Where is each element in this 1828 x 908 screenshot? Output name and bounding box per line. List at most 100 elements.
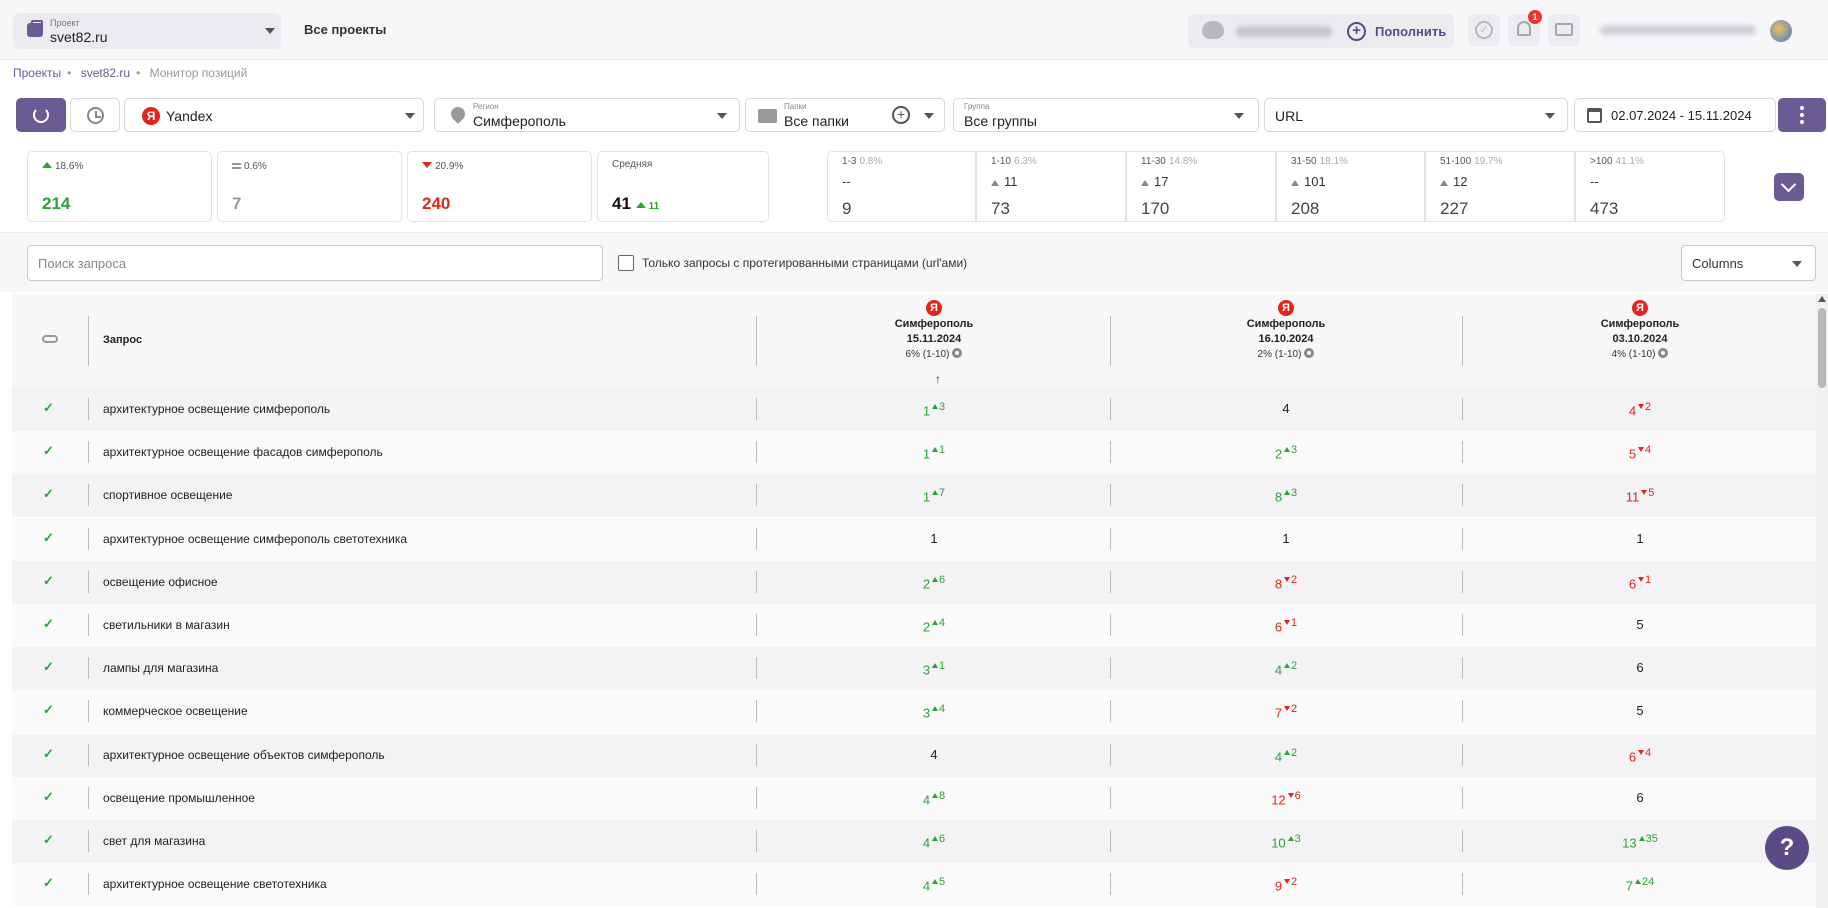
table-row[interactable]: ✓ освещение офисное 2 6 8 2 6 1	[12, 560, 1816, 604]
query-text[interactable]: спортивное освещение	[103, 488, 233, 503]
range-card-100plus[interactable]: >100 41.1% -- 473	[1575, 151, 1725, 222]
user-email-blurred[interactable]	[1600, 25, 1756, 35]
stat-card-down[interactable]: 20.9% 240	[407, 151, 592, 222]
table-row[interactable]: ✓ архитектурное освещение объектов симфер…	[12, 733, 1816, 777]
scroll-up-icon[interactable]	[1818, 296, 1826, 302]
all-projects-link[interactable]: Все проекты	[304, 22, 387, 37]
plus-circle-icon[interactable]: +	[1347, 22, 1366, 41]
scrollbar-thumb[interactable]	[1818, 308, 1826, 388]
folders-select[interactable]: Папки Все папки +	[745, 98, 945, 132]
query-text[interactable]: архитектурное освещение светотехника	[103, 877, 327, 892]
stat-card-same[interactable]: 0.6% 7	[217, 151, 402, 222]
sort-arrow-icon[interactable]: ↑	[935, 372, 941, 386]
position-cell[interactable]: 11 5	[1540, 487, 1740, 504]
query-text[interactable]: архитектурное освещение фасадов симфероп…	[103, 445, 383, 460]
messages-button[interactable]	[1548, 14, 1580, 46]
position-cell[interactable]: 4	[834, 747, 1034, 762]
help-button[interactable]: ?	[1765, 826, 1809, 870]
project-selector[interactable]: Проект svet82.ru	[13, 13, 281, 49]
table-row[interactable]: ✓ освещение промышленное 4 8 12 6 6	[12, 776, 1816, 820]
refresh-button[interactable]	[16, 98, 66, 132]
notifications-button[interactable]: 1	[1508, 10, 1542, 46]
query-search-input[interactable]	[27, 245, 603, 281]
table-row[interactable]: ✓ свет для магазина 4 6 10 3 13 35	[12, 820, 1816, 863]
position-cell[interactable]: 12 6	[1186, 790, 1386, 807]
breadcrumb-project[interactable]: svet82.ru	[80, 66, 131, 80]
query-text[interactable]: лампы для магазина	[103, 661, 219, 676]
position-cell[interactable]: 5	[1540, 617, 1740, 632]
collapse-stats-button[interactable]	[1774, 173, 1804, 201]
table-row[interactable]: ✓ спортивное освещение 1 7 8 3 11 5	[12, 474, 1816, 518]
position-cell[interactable]: 1	[834, 531, 1034, 546]
query-text[interactable]: коммерческое освещение	[103, 704, 248, 719]
table-row[interactable]: ✓ лампы для магазина 3 1 4 2 6	[12, 647, 1816, 691]
range-card-51-100[interactable]: 51-100 19.7% 12 227	[1425, 151, 1575, 222]
topup-button[interactable]: Пополнить	[1375, 24, 1447, 39]
tasks-button[interactable]: ✓	[1468, 14, 1500, 46]
scrollbar[interactable]	[1816, 294, 1828, 908]
position-cell[interactable]: 5	[1540, 703, 1740, 718]
position-cell[interactable]: 4	[1186, 401, 1386, 416]
query-text[interactable]: свет для магазина	[103, 834, 206, 848]
position-cell[interactable]: 6	[1540, 660, 1740, 675]
add-folder-icon[interactable]: +	[892, 106, 910, 124]
link-icon[interactable]	[42, 335, 58, 343]
gear-icon[interactable]	[1304, 348, 1315, 358]
range-card-1-10[interactable]: 1-10 6.3% 11 73	[976, 151, 1126, 222]
columns-select[interactable]: Columns	[1681, 245, 1816, 281]
query-text[interactable]: архитектурное освещение симферополь	[103, 402, 331, 416]
query-text[interactable]: освещение промышленное	[103, 790, 255, 805]
stat-card-up[interactable]: 18.6% 214	[27, 151, 212, 222]
query-text[interactable]: освещение офисное	[103, 574, 218, 589]
tagged-only-label[interactable]: Только запросы с протегированными страни…	[642, 256, 968, 270]
range-card-1-3[interactable]: 1-3 0.8% -- 9	[827, 151, 976, 222]
group-select[interactable]: Группа Все группы	[953, 98, 1259, 132]
table-row[interactable]: ✓ коммерческое освещение 3 4 7 2 5	[12, 690, 1816, 734]
breadcrumb-projects[interactable]: Проекты	[13, 66, 62, 80]
tagged-only-checkbox[interactable]	[618, 255, 634, 271]
range-card-31-50[interactable]: 31-50 18.1% 101 208	[1276, 151, 1425, 222]
table-row[interactable]: ✓ архитектурное освещение симферополь све…	[12, 517, 1816, 561]
position-cell[interactable]: 1	[1540, 531, 1740, 546]
table-row[interactable]: ✓ светильники в магазин 2 4 6 1 5	[12, 604, 1816, 647]
table-row[interactable]: ✓ архитектурное освещение светотехника 4 5 9…	[12, 863, 1816, 907]
position-cell[interactable]: 6	[1540, 790, 1740, 805]
search-engine-select[interactable]: Я Yandex	[124, 98, 424, 132]
position-cell[interactable]: 10 3	[1186, 833, 1386, 850]
position-cell[interactable]: 13 35	[1540, 833, 1740, 850]
date-column-header[interactable]: Я Симферополь 16.10.2024 2% (1-10)	[1186, 299, 1386, 360]
url-select[interactable]: URL	[1264, 98, 1568, 132]
date-column-header[interactable]: Я Симферополь 03.10.2024 4% (1-10)	[1540, 299, 1740, 360]
query-text[interactable]: архитектурное освещение объектов симферо…	[103, 747, 385, 762]
date-column-header[interactable]: Я Симферополь 15.11.2024 6% (1-10)	[834, 299, 1034, 360]
range-card-11-30[interactable]: 11-30 14.8% 17 170	[1126, 151, 1276, 222]
query-text[interactable]: архитектурное освещение симферополь свет…	[103, 531, 408, 546]
table-row[interactable]: ✓ архитектурное освещение фасадов симферо…	[12, 431, 1816, 475]
table-row[interactable]: ✓ архитектурное освещение симферополь 1 3 4 4…	[12, 388, 1816, 431]
history-button[interactable]	[70, 98, 120, 132]
position-cell[interactable]: 7 24	[1540, 876, 1740, 893]
gear-icon[interactable]	[952, 348, 963, 358]
position-cell[interactable]: 1	[1186, 531, 1386, 546]
gear-icon[interactable]	[1658, 348, 1669, 358]
